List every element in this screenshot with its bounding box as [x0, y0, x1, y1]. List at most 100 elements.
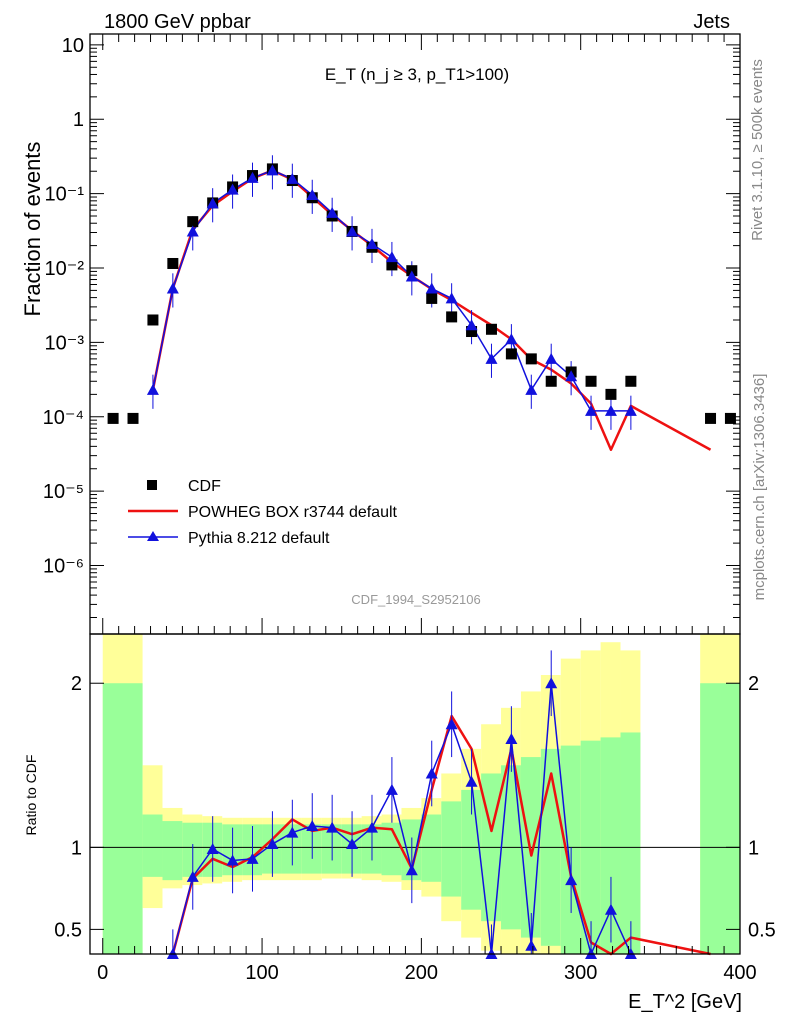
pythia-point [326, 206, 339, 218]
pythia-point [445, 292, 458, 304]
band-inner [441, 801, 462, 897]
pythia-ratio-point [425, 767, 438, 779]
pythia-point [365, 238, 378, 250]
x-tick-label: 300 [564, 962, 597, 984]
cdf-point [625, 375, 637, 387]
mcplots-label: mcplots.cern.ch [arXiv:1306.3436] [751, 374, 768, 601]
legend-cdf-marker [147, 480, 157, 490]
cdf-point [705, 412, 717, 424]
cdf-point [525, 353, 537, 365]
legend-pythia-label: Pythia 8.212 default [188, 530, 330, 547]
pythia-point [425, 282, 438, 294]
ratio-plot-frame [89, 633, 741, 955]
rivet-label: Rivet 3.1.10, ≥ 500k events [749, 59, 766, 241]
chart-axes: 10 1 10⁻¹ 10⁻² 10⁻³ 10⁻⁴ 10⁻⁵ 10⁻⁶ 0 100 200 300 400… [43, 34, 776, 984]
cdf-point [505, 348, 517, 360]
pythia-point [146, 383, 159, 395]
pythia-ratio-point [326, 821, 339, 833]
band-inner [142, 814, 163, 877]
main-y-axis-title: Fraction of events [20, 142, 45, 317]
pythia-point [405, 270, 418, 282]
ratio-uncertainty-bands [102, 634, 740, 954]
cdf-point [147, 314, 159, 326]
pythia-ratio-point [206, 842, 219, 854]
pythia-point [624, 404, 637, 416]
cdf-point [605, 388, 617, 400]
pythia-point [565, 370, 578, 382]
pythia-point [266, 164, 279, 176]
cdf-point [545, 375, 557, 387]
x-tick-label: 100 [245, 962, 278, 984]
pythia-ratio-point [505, 733, 518, 745]
pythia-ratio-point [306, 820, 319, 831]
legend: CDF POWHEG BOX r3744 default Pythia 8.21… [128, 478, 398, 547]
pythia-point [585, 404, 598, 416]
pythia-point [346, 225, 359, 237]
band-inner [620, 732, 641, 954]
pythia-point [485, 352, 498, 364]
chart-title: E_T (n_j ≥ 3, p_T1>100) [325, 65, 509, 84]
pythia-ratio-point [565, 874, 578, 886]
cdf-point [107, 412, 119, 424]
ratio-y-tick-label: 1 [71, 837, 82, 859]
x-tick-label: 0 [97, 962, 108, 984]
pythia-point [306, 188, 319, 200]
y-tick-label: 10⁻⁵ [43, 481, 84, 503]
ratio-y-axis-title: Ratio to CDF [23, 755, 39, 836]
ratio-y-tick-label-right: 0.5 [748, 919, 776, 941]
pythia-ratio-point [246, 852, 259, 864]
y-tick-label: 10 [62, 35, 84, 57]
pythia-point [166, 282, 179, 294]
pythia-point [206, 197, 219, 209]
analysis-watermark: CDF_1994_S2952106 [351, 592, 480, 607]
cdf-point [446, 311, 458, 323]
x-axis-title: E_T^2 [GeV] [628, 991, 742, 1013]
pythia-ratio-point [465, 775, 478, 787]
pythia-point [246, 171, 259, 183]
pythia-point [545, 352, 558, 364]
cdf-point [386, 259, 398, 271]
legend-cdf-label: CDF [188, 478, 221, 495]
pythia-ratio-point [186, 870, 199, 882]
pythia-ratio-point [365, 821, 378, 833]
band-inner [421, 814, 442, 882]
cdf-point [585, 375, 597, 387]
cdf-point [127, 412, 139, 424]
legend-powheg-label: POWHEG BOX r3744 default [188, 504, 398, 521]
pythia-point [286, 172, 299, 184]
x-tick-label: 200 [405, 962, 438, 984]
pythia-point [505, 333, 518, 345]
pythia-point [186, 225, 199, 237]
ratio-y-tick-label-right: 2 [748, 673, 759, 695]
y-tick-label: 10⁻¹ [45, 184, 85, 206]
pythia-point [604, 404, 617, 416]
cdf-point [426, 292, 438, 304]
y-tick-label: 10⁻³ [45, 332, 85, 354]
pythia-ratio-point [525, 939, 538, 951]
powheg-line [151, 169, 712, 452]
x-tick-label: 400 [723, 962, 756, 984]
pythia-ratio-point [286, 826, 299, 838]
cdf-point [485, 323, 497, 335]
band-inner [162, 821, 183, 881]
ratio-y-tick-label: 2 [71, 673, 82, 695]
pythia-point [465, 319, 478, 331]
pythia-ratio-point [405, 864, 418, 876]
pythia-ratio-point [226, 854, 239, 866]
band-inner [102, 683, 143, 954]
y-tick-label: 10⁻² [45, 258, 85, 280]
y-tick-label: 10⁻⁶ [43, 556, 84, 578]
pythia-point [226, 183, 239, 195]
pythia-ratio-point [385, 783, 398, 795]
cdf-point [724, 412, 736, 424]
header-left: 1800 GeV ppbar [104, 11, 251, 33]
y-tick-label: 10⁻⁴ [43, 407, 84, 429]
header-right: Jets [693, 11, 730, 33]
pythia-ratio-point [445, 718, 458, 730]
pythia-point [385, 251, 398, 263]
band-inner [600, 737, 621, 954]
cdf-point [167, 257, 179, 269]
pythia-ratio-point [604, 903, 617, 915]
pythia-ratio-point [346, 838, 359, 850]
